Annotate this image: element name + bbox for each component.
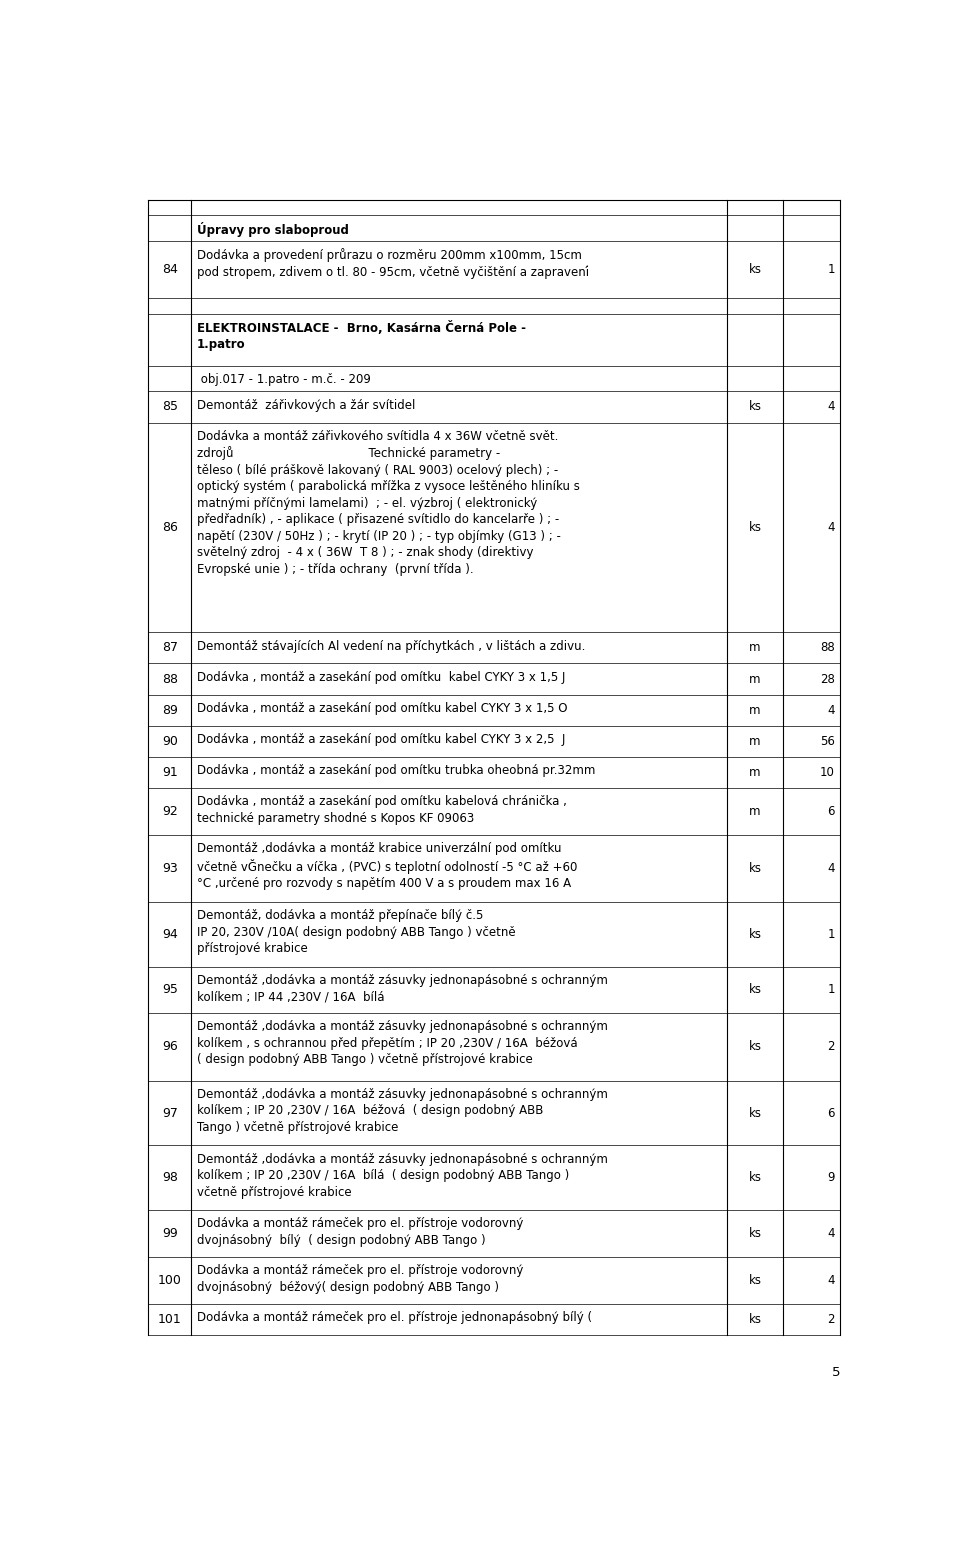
Text: Úpravy pro slaboproud: Úpravy pro slaboproud	[197, 222, 348, 238]
Text: 95: 95	[162, 984, 178, 997]
Text: 88: 88	[820, 641, 835, 655]
Text: Dodávka , montáž a zasekání pod omítku trubka oheobná pr.32mm: Dodávka , montáž a zasekání pod omítku t…	[197, 763, 595, 777]
Text: 5: 5	[831, 1366, 840, 1378]
Text: 6: 6	[828, 1106, 835, 1120]
Text: ks: ks	[749, 521, 761, 535]
Text: 91: 91	[162, 766, 178, 779]
Text: ELEKTROINSTALACE -  Brno, Kasárna Černá Pole -
1.patro: ELEKTROINSTALACE - Brno, Kasárna Černá P…	[197, 321, 526, 351]
Text: 98: 98	[162, 1171, 178, 1185]
Text: 9: 9	[828, 1171, 835, 1185]
Text: Dodávka a montáž rámeček pro el. přístroje vodorovný
dvojnásobný  bílý  ( design: Dodávka a montáž rámeček pro el. přístro…	[197, 1217, 523, 1247]
Text: 56: 56	[820, 735, 835, 748]
Text: 100: 100	[157, 1273, 181, 1287]
Text: Dodávka , montáž a zasekání pod omítku  kabel CYKY 3 x 1,5 J: Dodávka , montáž a zasekání pod omítku k…	[197, 671, 565, 683]
Text: 4: 4	[828, 703, 835, 717]
Text: Dodávka , montáž a zasekání pod omítku kabel CYKY 3 x 1,5 O: Dodávka , montáž a zasekání pod omítku k…	[197, 701, 567, 715]
Text: 4: 4	[828, 862, 835, 874]
Text: 88: 88	[162, 672, 178, 686]
Text: Dodávka a montáž rámeček pro el. přístroje jednonapásobný bílý (: Dodávka a montáž rámeček pro el. přístro…	[197, 1310, 591, 1324]
Text: ks: ks	[749, 1313, 761, 1326]
Text: m: m	[749, 766, 760, 779]
Text: 4: 4	[828, 521, 835, 535]
Text: Demontáž ,dodávka a montáž zásuvky jednonapásobné s ochranným
kolíkem ; IP 20 ,2: Demontáž ,dodávka a montáž zásuvky jedno…	[197, 1153, 608, 1199]
Text: Dodávka , montáž a zasekání pod omítku kabel CYKY 3 x 2,5  J: Dodávka , montáž a zasekání pod omítku k…	[197, 732, 565, 746]
Text: m: m	[749, 672, 760, 686]
Text: Demontáž ,dodávka a montáž zásuvky jednonapásobné s ochranným
kolíkem ; IP 20 ,2: Demontáž ,dodávka a montáž zásuvky jedno…	[197, 1088, 608, 1134]
Text: m: m	[749, 735, 760, 748]
Text: obj.017 - 1.patro - m.č. - 209: obj.017 - 1.patro - m.č. - 209	[197, 372, 371, 386]
Text: 101: 101	[158, 1313, 181, 1326]
Text: ks: ks	[749, 862, 761, 874]
Text: 87: 87	[162, 641, 178, 655]
Text: Demontáž stávajících Al vedení na příchytkách , v lištách a zdivu.: Demontáž stávajících Al vedení na příchy…	[197, 640, 585, 652]
Text: Demontáž, dodávka a montáž přepínače bílý č.5
IP 20, 230V /10A( design podobný A: Demontáž, dodávka a montáž přepínače bíl…	[197, 908, 516, 955]
Text: 86: 86	[162, 521, 178, 535]
Text: 89: 89	[162, 703, 178, 717]
Text: 1: 1	[828, 263, 835, 277]
Text: 96: 96	[162, 1040, 178, 1054]
Text: 84: 84	[162, 263, 178, 277]
Text: ks: ks	[749, 263, 761, 277]
Text: ks: ks	[749, 1273, 761, 1287]
Text: 6: 6	[828, 805, 835, 817]
Text: 92: 92	[162, 805, 178, 817]
Text: 93: 93	[162, 862, 178, 874]
Text: 4: 4	[828, 1273, 835, 1287]
Text: m: m	[749, 641, 760, 655]
Text: 28: 28	[820, 672, 835, 686]
Text: 1: 1	[828, 984, 835, 997]
Text: 85: 85	[162, 400, 178, 414]
Text: 1: 1	[828, 927, 835, 941]
Text: ks: ks	[749, 1227, 761, 1241]
Text: 99: 99	[162, 1227, 178, 1241]
Text: 90: 90	[162, 735, 178, 748]
Text: ks: ks	[749, 927, 761, 941]
Text: ks: ks	[749, 1040, 761, 1054]
Text: Dodávka a montáž zářivkového svítidla 4 x 36W včetně svět.
zdrojů               : Dodávka a montáž zářivkového svítidla 4 …	[197, 430, 580, 576]
Text: ks: ks	[749, 984, 761, 997]
Text: m: m	[749, 805, 760, 817]
Text: ks: ks	[749, 400, 761, 414]
Text: Demontáž ,dodávka a montáž krabice univerzální pod omítku
včetně vĞnečku a víčka: Demontáž ,dodávka a montáž krabice unive…	[197, 842, 577, 890]
Text: 2: 2	[828, 1040, 835, 1054]
Text: ks: ks	[749, 1171, 761, 1185]
Text: 4: 4	[828, 1227, 835, 1241]
Text: Dodávka a montáž rámeček pro el. přístroje vodorovný
dvojnásobný  béžový( design: Dodávka a montáž rámeček pro el. přístro…	[197, 1264, 523, 1293]
Text: ks: ks	[749, 1106, 761, 1120]
Text: 97: 97	[162, 1106, 178, 1120]
Text: Demontáž ,dodávka a montáž zásuvky jednonapásobné s ochranným
kolíkem ; IP 44 ,2: Demontáž ,dodávka a montáž zásuvky jedno…	[197, 973, 608, 1003]
Text: m: m	[749, 703, 760, 717]
Text: Dodávka , montáž a zasekání pod omítku kabelová chránička ,
technické parametry : Dodávka , montáž a zasekání pod omítku k…	[197, 796, 566, 825]
Text: 10: 10	[820, 766, 835, 779]
Text: 2: 2	[828, 1313, 835, 1326]
Text: Dodávka a provedení průrazu o rozměru 200mm x100mm, 15cm
pod stropem, zdivem o t: Dodávka a provedení průrazu o rozměru 20…	[197, 249, 588, 280]
Text: Demontáž  zářivkových a žár svítidel: Demontáž zářivkových a žár svítidel	[197, 399, 415, 411]
Text: Demontáž ,dodávka a montáž zásuvky jednonapásobné s ochranným
kolíkem , s ochran: Demontáž ,dodávka a montáž zásuvky jedno…	[197, 1020, 608, 1066]
Text: 4: 4	[828, 400, 835, 414]
Text: 94: 94	[162, 927, 178, 941]
